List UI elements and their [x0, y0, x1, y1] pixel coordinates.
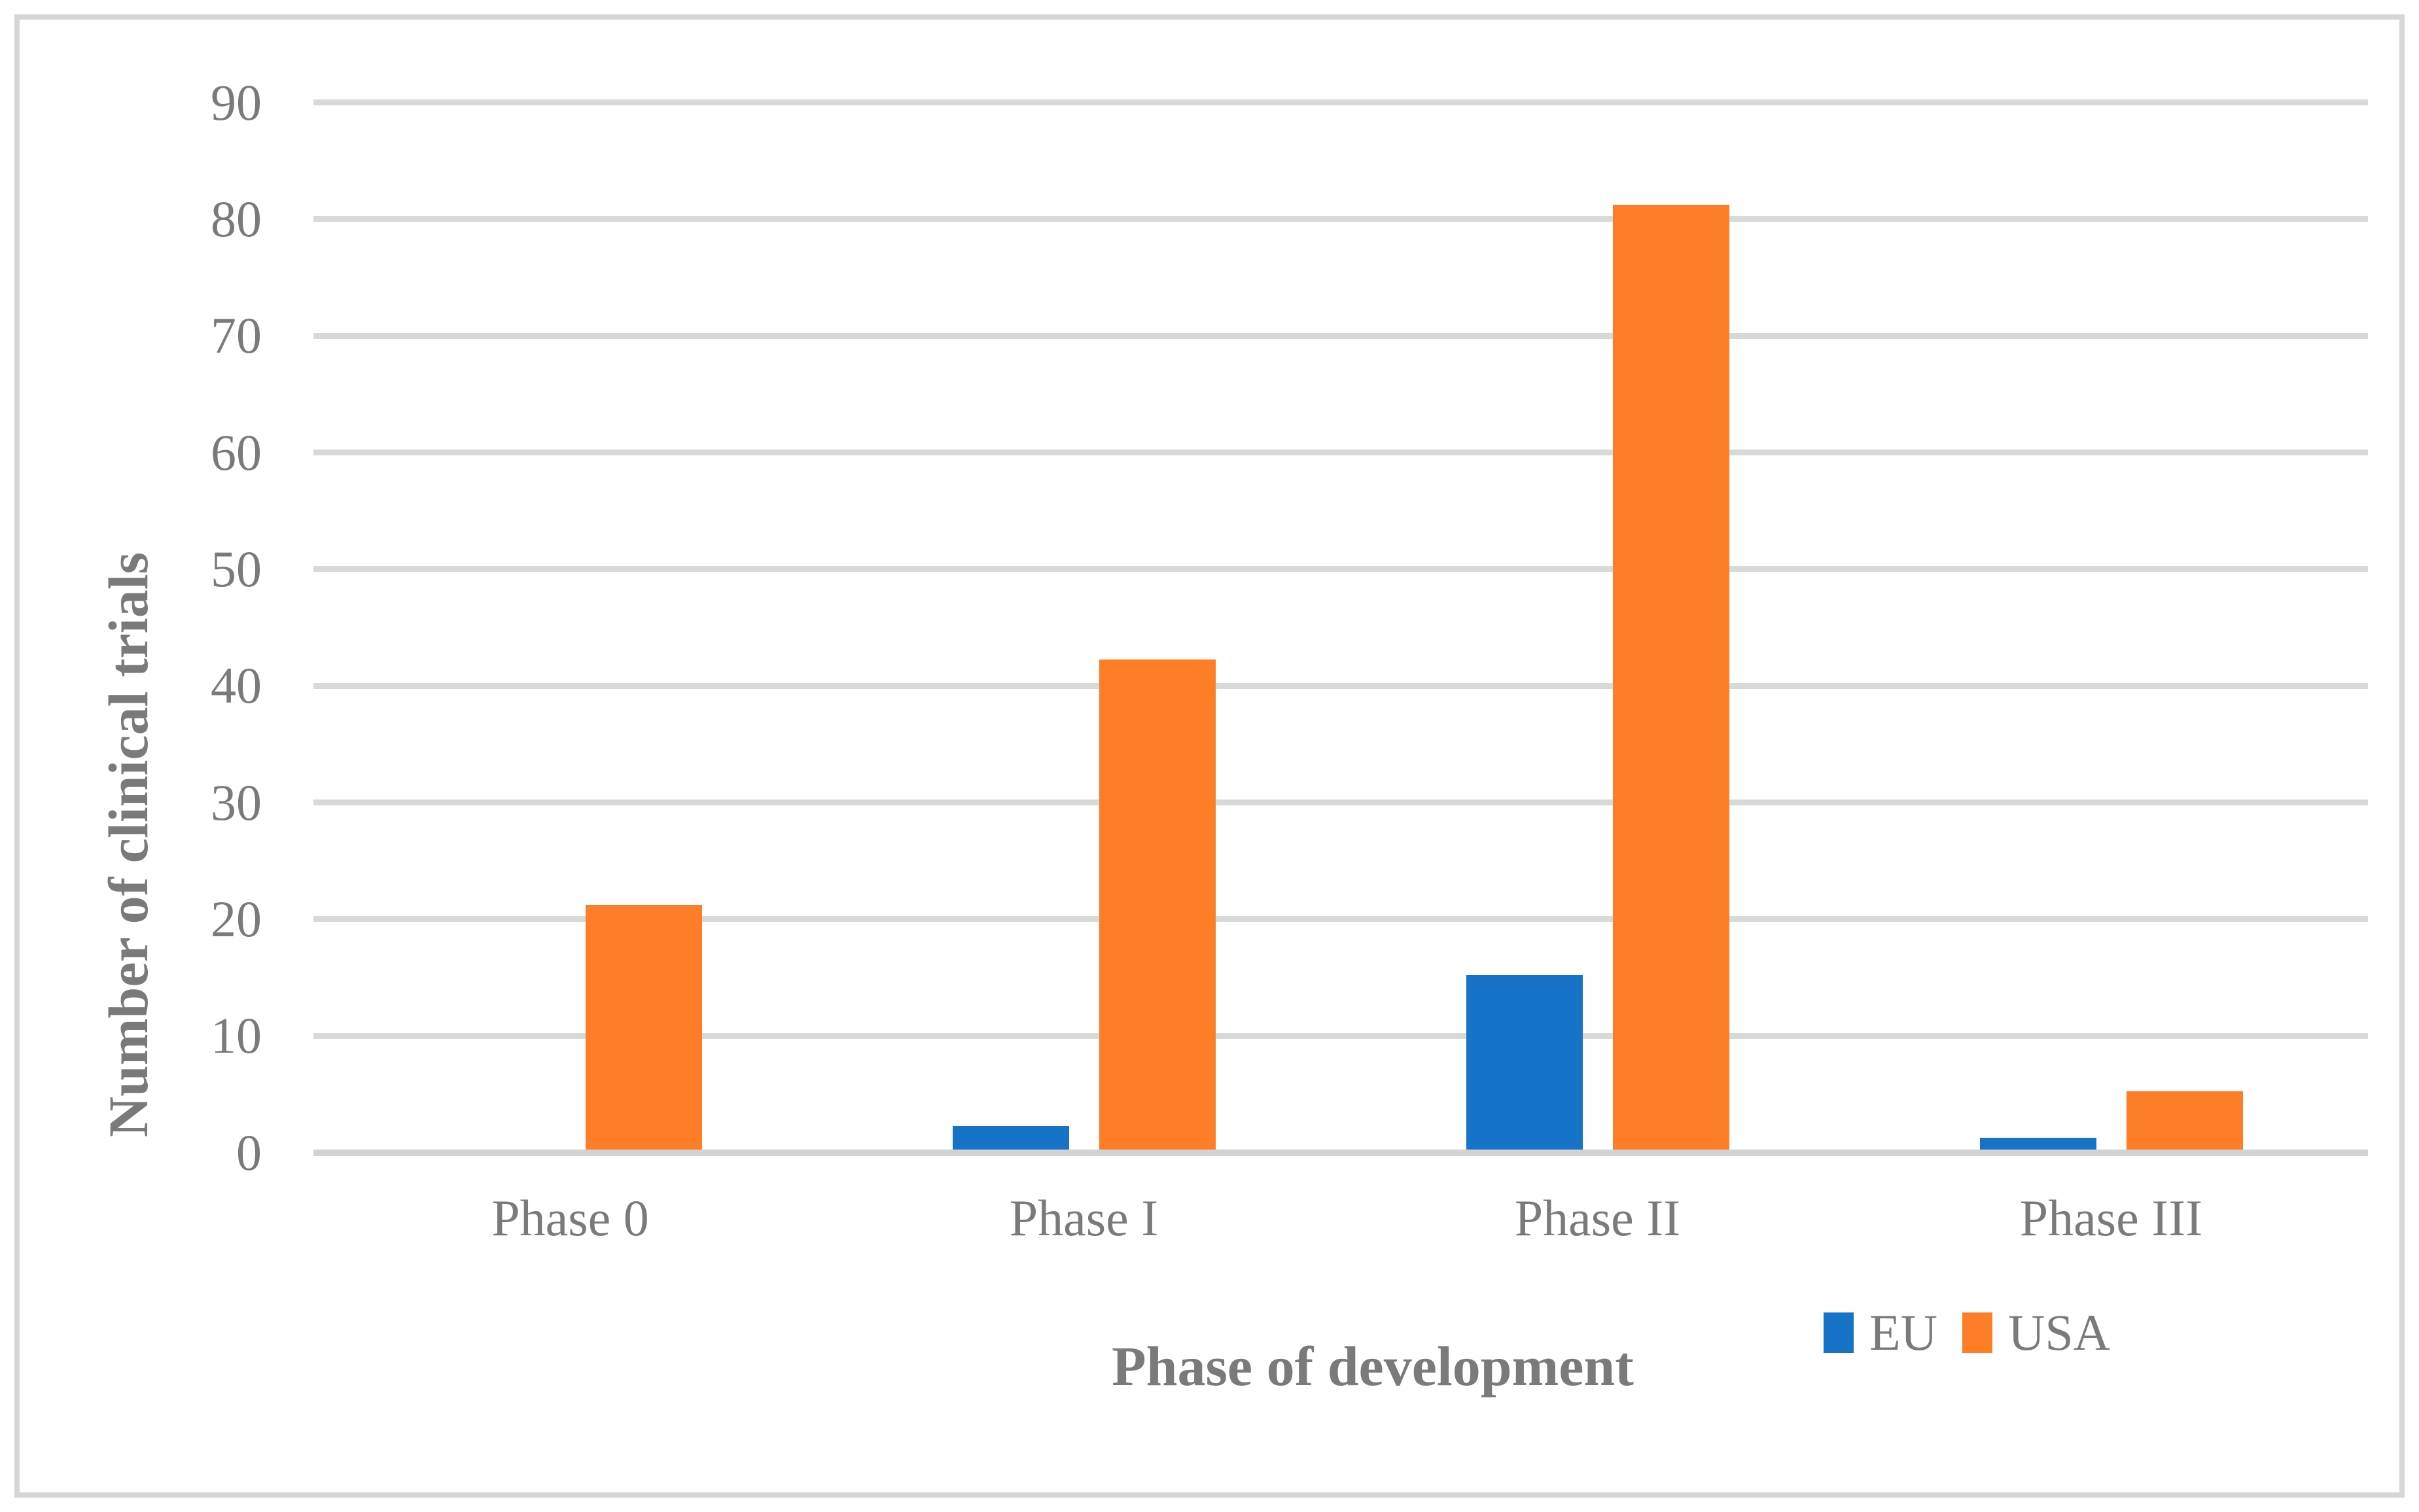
gridline-60 [313, 449, 2368, 456]
gridline-40 [313, 682, 2368, 689]
bar-usa-phase-ii [1612, 204, 1729, 1150]
x-tick-label: Phase I [1009, 1189, 1159, 1246]
x-tick-label: Phase III [2019, 1189, 2203, 1246]
bar-eu-phase-ii [1466, 974, 1583, 1150]
y-tick-label: 70 [211, 307, 262, 364]
legend-label-usa: USA [2007, 1304, 2111, 1361]
x-axis-line [313, 1149, 2368, 1156]
gridline-20 [313, 916, 2368, 923]
legend-item-eu: EU [1824, 1304, 1937, 1361]
y-tick-label: 20 [211, 890, 262, 947]
legend-item-usa: USA [1962, 1304, 2111, 1361]
y-tick-label: 10 [211, 1007, 262, 1064]
bar-usa-phase-iii [2126, 1091, 2243, 1150]
gridline-90 [313, 99, 2368, 106]
bar-usa-phase-i [1099, 659, 1216, 1150]
gridline-50 [313, 566, 2368, 572]
legend-label-eu: EU [1869, 1304, 1937, 1361]
gridline-70 [313, 332, 2368, 339]
y-tick-label: 60 [211, 423, 262, 481]
gridline-30 [313, 800, 2368, 805]
y-axis-title: Number of clinical trials [97, 552, 160, 1138]
y-tick-label: 90 [211, 73, 262, 131]
x-tick-label: Phase II [1514, 1189, 1681, 1246]
legend-marker-usa [1962, 1312, 1992, 1353]
legend: EU USA [1824, 1304, 2111, 1361]
y-tick-label: 50 [211, 540, 262, 597]
gridline-80 [313, 216, 2368, 222]
y-tick-label: 80 [211, 190, 262, 247]
y-tick-label: 0 [236, 1123, 262, 1181]
legend-marker-eu [1824, 1312, 1854, 1353]
bar-eu-phase-iii [1979, 1137, 2096, 1150]
gridline-10 [313, 1032, 2368, 1039]
x-axis-title: Phase of development [1112, 1335, 1634, 1398]
bar-usa-phase-0 [585, 904, 702, 1150]
y-tick-label: 40 [211, 657, 262, 714]
y-tick-label: 30 [211, 773, 262, 831]
bar-eu-phase-i [952, 1125, 1069, 1150]
x-tick-label: Phase 0 [491, 1189, 649, 1246]
